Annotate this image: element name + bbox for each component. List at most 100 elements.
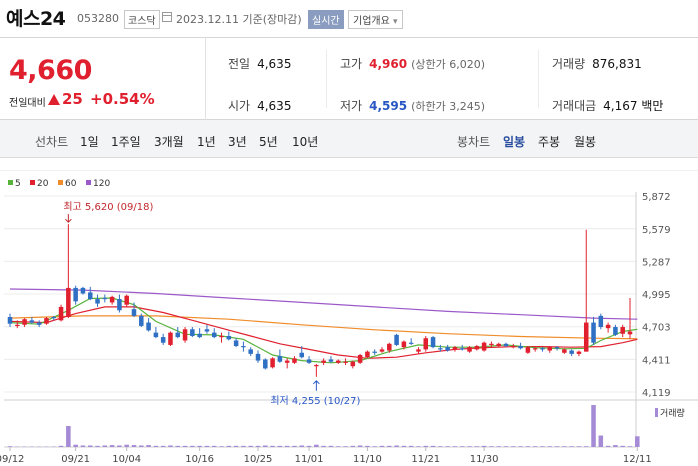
candle-body (416, 349, 421, 352)
candle-body (343, 361, 348, 363)
volume-bar (277, 445, 283, 447)
volume-bar (314, 444, 319, 447)
candle-body (263, 359, 268, 369)
volume: 거래량 876,831 (552, 55, 642, 72)
high-annotation: 최고 5,620 (09/18) (63, 201, 153, 213)
candle-body (350, 361, 356, 367)
y-tick-label: 4,119 (642, 388, 671, 399)
candle-body (80, 287, 86, 294)
candle-body (379, 349, 385, 352)
volume-bar (109, 445, 115, 447)
candle-body (598, 315, 604, 328)
volume-bar (547, 446, 553, 447)
current-price: 4,660 (9, 55, 92, 86)
volume-bar (255, 445, 261, 447)
volume-bar (357, 445, 363, 447)
volume-bar (95, 445, 100, 447)
daily-candle-tab[interactable]: 일봉 (503, 135, 526, 149)
candle-body (511, 346, 516, 348)
y-tick-label: 5,579 (642, 225, 671, 236)
volume-bar (408, 445, 414, 447)
candle-body (613, 327, 618, 335)
candle-body (547, 347, 553, 351)
candle-body (554, 347, 560, 349)
volume-bar (605, 445, 611, 447)
volume-bar (197, 445, 202, 447)
volume-bar (328, 445, 334, 447)
volume-bar (131, 445, 137, 447)
weekly-candle-tab[interactable]: 주봉 (538, 135, 561, 149)
y-tick-label: 4,703 (642, 323, 671, 334)
period-1d-tab[interactable]: 1일 (80, 135, 99, 149)
candle-body (197, 333, 202, 338)
candle-body (525, 347, 531, 353)
candle-body (153, 332, 159, 338)
candle-body (160, 337, 166, 343)
candle-body (292, 358, 297, 363)
monthly-candle-tab[interactable]: 월봉 (574, 135, 597, 149)
volume-bar (569, 446, 574, 447)
candle-body (591, 322, 596, 343)
realtime-button[interactable]: 실시간 (308, 10, 344, 29)
company-overview-button[interactable]: 기업개요 ▾ (348, 10, 403, 29)
volume-bar (248, 445, 253, 447)
candle-body (168, 332, 173, 345)
y-tick-label: 4,995 (642, 290, 671, 301)
volume-bar (503, 446, 509, 447)
volume-bar (379, 445, 385, 447)
volume-bar (233, 445, 239, 447)
market-badge: 코스닥 (124, 10, 160, 29)
stock-header: 예스24 053280 코스닥 2023.12.11 기준(장마감) 실시간 기… (0, 0, 698, 38)
ma60-line (9, 315, 638, 340)
high-value: 4,960 (369, 57, 408, 71)
chevron-down-icon: ▾ (393, 17, 398, 27)
candle-body (562, 349, 567, 353)
period-5y-tab[interactable]: 5년 (259, 135, 278, 149)
candle-body (452, 347, 458, 350)
x-tick-label: 09/12 (0, 454, 24, 465)
period-1y-tab[interactable]: 1년 (197, 135, 216, 149)
prev-close-label: 전일 (228, 57, 251, 71)
stock-chart[interactable]: 5 20 60 120 5,872 5,579 5,287 4,995 4,703 4,411 4,… (0, 170, 698, 466)
volume-bar (598, 435, 604, 447)
candle-body (233, 340, 239, 347)
candle-body (372, 351, 377, 353)
candle-body (496, 343, 501, 347)
volume-bar (430, 445, 436, 447)
volume-bar (117, 445, 122, 447)
candle-body (423, 338, 429, 350)
candle-body (408, 342, 414, 344)
volume-bar (576, 446, 582, 447)
volume-legend-swatch (655, 408, 658, 417)
low: 저가 4,595 (하한가 3,245) (340, 97, 485, 114)
candle-body (226, 335, 232, 340)
volume-label: 거래량 (552, 57, 586, 71)
candle-body (540, 348, 545, 350)
volume-bar (613, 445, 618, 447)
high: 고가 4,960 (상한가 6,020) (340, 55, 485, 72)
x-tick-label: 11/01 (295, 454, 324, 465)
volume-bar (343, 446, 348, 447)
x-tick-label: 10/04 (112, 454, 141, 465)
quote-date: 2023.12.11 기준(장마감) (176, 13, 302, 26)
volume-bar (321, 445, 326, 447)
candle-body (401, 341, 407, 348)
legend-swatch (30, 180, 35, 185)
volume-bar (306, 445, 312, 447)
period-3y-tab[interactable]: 3년 (228, 135, 247, 149)
candle-body (146, 322, 151, 331)
period-1w-tab[interactable]: 1주일 (111, 135, 141, 149)
y-tick-label: 5,872 (642, 192, 671, 203)
x-tick-label: 11/10 (353, 454, 382, 465)
legend-label: 120 (93, 179, 110, 189)
candle-body (569, 350, 574, 354)
period-10y-tab[interactable]: 10년 (292, 135, 319, 149)
x-tick-label: 11/30 (470, 454, 499, 465)
period-3m-tab[interactable]: 3개월 (154, 135, 184, 149)
candle-body (95, 299, 100, 304)
open: 시가 4,635 (228, 97, 291, 114)
candle-body (36, 322, 42, 325)
candle-body (387, 343, 392, 351)
volume-bar (182, 445, 188, 447)
candle-body (532, 348, 538, 350)
